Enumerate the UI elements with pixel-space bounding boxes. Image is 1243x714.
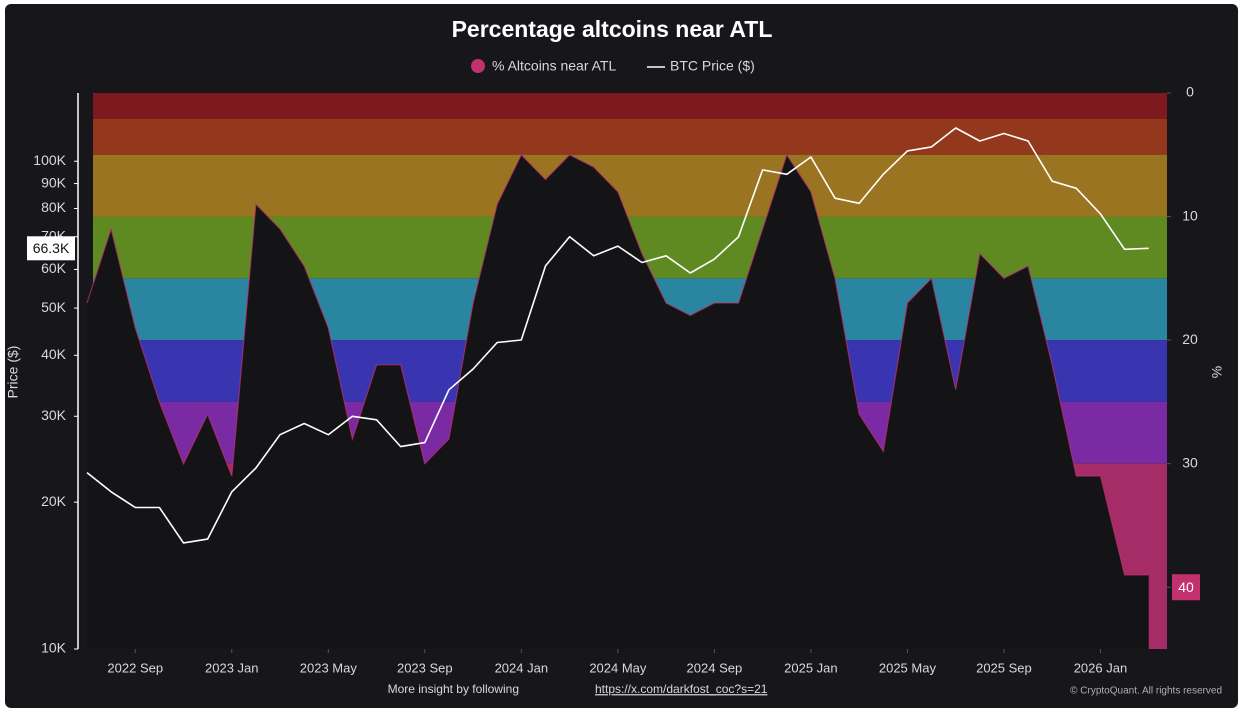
y-axis-title: Price ($)	[5, 346, 21, 399]
y2-tick-label: 0	[1186, 84, 1194, 100]
legend-swatch	[471, 59, 485, 73]
x-tick-label: 2025 Jan	[784, 660, 838, 675]
y2-tick-label: 10	[1182, 207, 1198, 223]
y2-axis-title: %	[1209, 366, 1225, 378]
y-tick-label: 40K	[41, 346, 67, 362]
legend-label[interactable]: BTC Price ($)	[670, 58, 755, 74]
line	[86, 127, 1149, 544]
price-marker-label: 66.3K	[33, 240, 70, 256]
area	[87, 154, 1149, 650]
y-tick-label: 90K	[41, 174, 67, 190]
y2-tick-label: 30	[1182, 454, 1198, 470]
line	[86, 153, 1149, 576]
y-tick-label: 100K	[33, 152, 66, 168]
pct-marker	[1172, 574, 1200, 601]
y-tick-label: 20K	[41, 493, 67, 509]
x-tick-label: 2024 May	[589, 660, 647, 675]
x-tick-label: 2025 Sep	[976, 660, 1032, 675]
y-tick-label: 60K	[41, 260, 67, 276]
x-tick-label: 2023 Sep	[397, 660, 453, 675]
price-marker	[27, 236, 75, 261]
x-tick-label: 2022 Sep	[107, 660, 163, 675]
legend-label[interactable]: % Altcoins near ATL	[492, 58, 616, 74]
footer: More insight by following	[388, 682, 519, 696]
y2-tick-label: 20	[1182, 331, 1198, 347]
pct-marker-label: 40	[1178, 579, 1194, 595]
band	[93, 154, 1167, 217]
x-tick-label: 2024 Sep	[687, 660, 743, 675]
x-tick-label: 2024 Jan	[495, 660, 549, 675]
y-tick-label: 50K	[41, 299, 67, 315]
y-tick-label: 30K	[41, 407, 67, 423]
x-tick-label: 2025 May	[879, 660, 937, 675]
copyright: © CryptoQuant. All rights reserved	[1070, 686, 1222, 697]
chart-title: Percentage altcoins near ATL	[452, 16, 773, 42]
y-tick-label: 80K	[41, 199, 67, 215]
footer-link[interactable]: https://x.com/darkfost_coc?s=21	[595, 682, 768, 696]
band	[93, 118, 1167, 155]
x-tick-label: 2026 Jan	[1074, 660, 1128, 675]
band	[93, 93, 1167, 119]
x-tick-label: 2023 Jan	[205, 660, 259, 675]
x-tick-label: 2023 May	[300, 660, 358, 675]
y-tick-label: 10K	[41, 640, 67, 656]
